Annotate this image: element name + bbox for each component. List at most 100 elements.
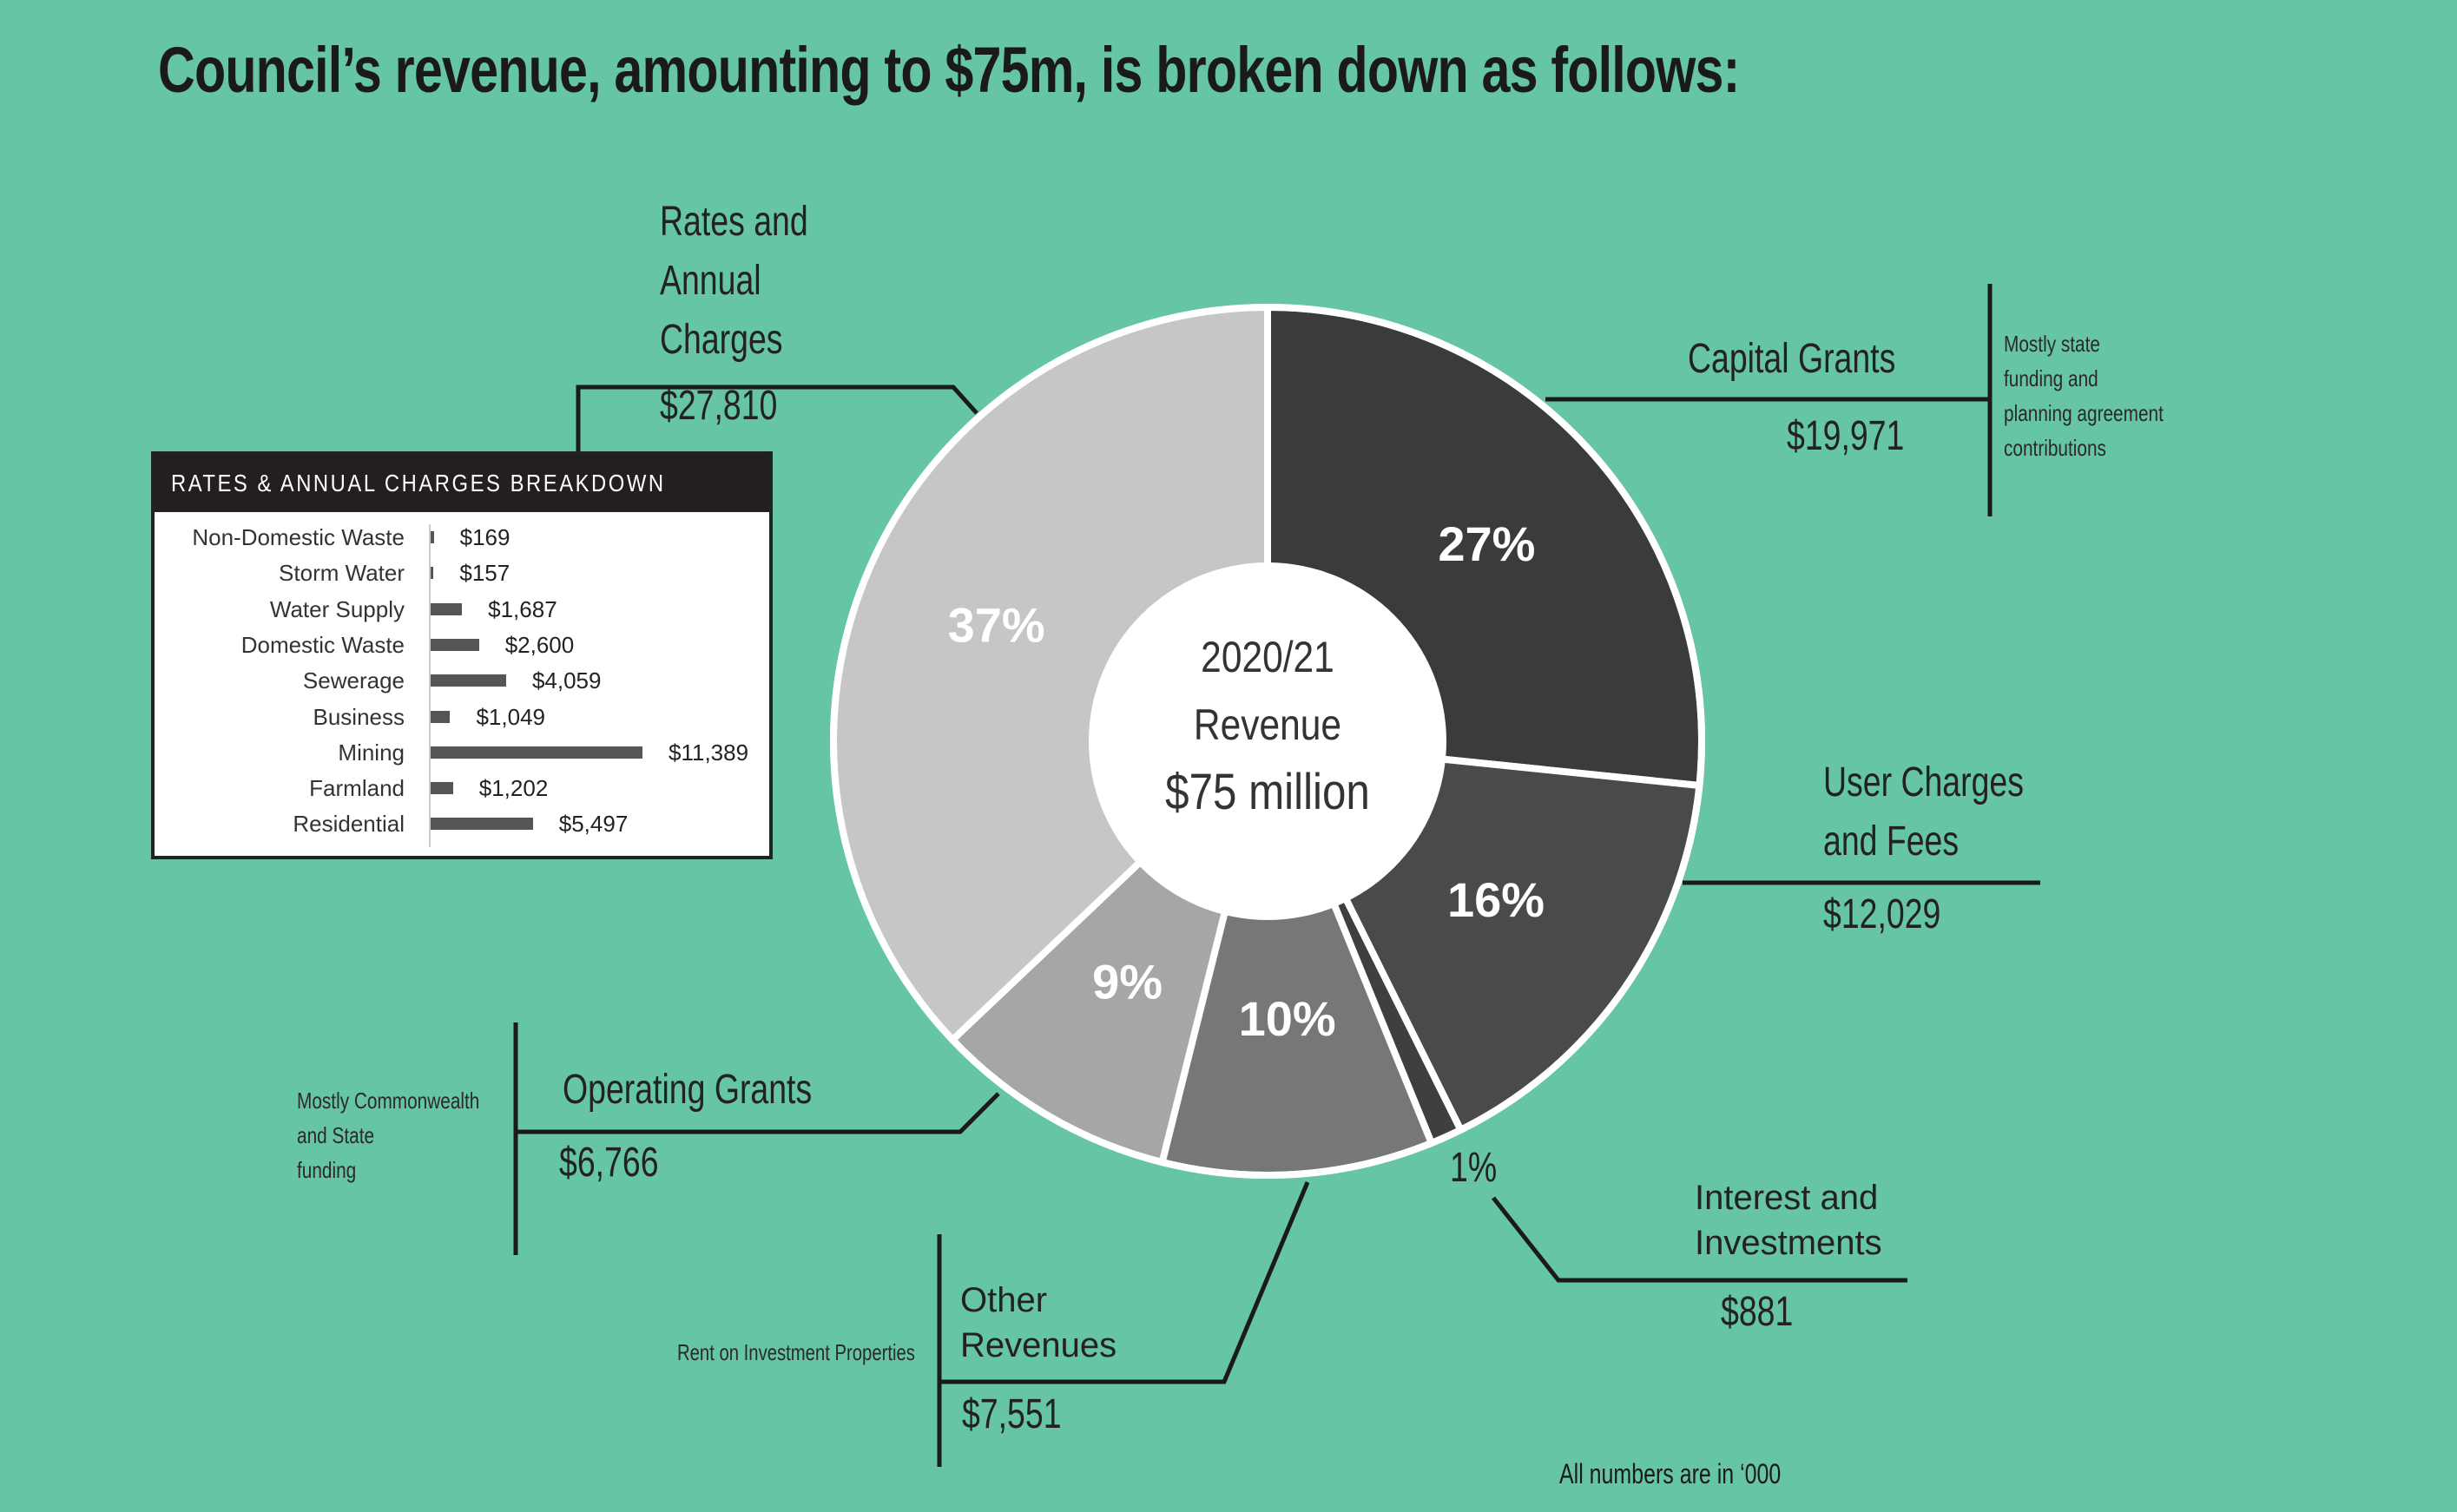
rates-value: $27,810 <box>660 383 778 429</box>
breakdown-row-value: $157 <box>459 560 511 587</box>
capital-name: Capital Grants <box>1688 336 1896 382</box>
capital-value: $19,971 <box>1787 413 1905 459</box>
breakdown-row-label: Residential <box>293 811 405 838</box>
breakdown-bar <box>431 674 506 687</box>
breakdown-row-label: Non-Domestic Waste <box>192 524 405 550</box>
label-user: User Charges and Fees <box>1823 753 2080 871</box>
percent-labels: 27% 16% 10% 9% 37% <box>948 516 1545 1046</box>
breakdown-bar <box>431 638 479 651</box>
breakdown-row: Water Supply $1,687 <box>155 596 769 632</box>
other-name-1: Other <box>960 1281 1048 1319</box>
interest-value-wrap: $881 <box>1721 1288 1814 1336</box>
breakdown-row: Sewerage $4,059 <box>155 667 769 703</box>
operating-note-2: and State <box>297 1122 375 1148</box>
breakdown-row-label: Water Supply <box>269 595 405 622</box>
label-operating: Operating Grants <box>563 1061 882 1120</box>
breakdown-row-label: Domestic Waste <box>240 631 405 658</box>
operating-value-wrap: $6,766 <box>559 1139 687 1187</box>
other-value-wrap: $7,551 <box>962 1390 1090 1438</box>
leader-other <box>939 1181 1310 1384</box>
user-value: $12,029 <box>1823 891 1941 937</box>
page-title: Council’s revenue, amounting to $75m, is… <box>158 33 2135 107</box>
capital-note: Mostly state funding and planning agreem… <box>2004 326 2203 465</box>
breakdown-row-label: Storm Water <box>279 560 405 587</box>
breakdown-header: RATES & ANNUAL CHARGES BREAKDOWN <box>155 455 769 512</box>
operating-name: Operating Grants <box>563 1067 813 1113</box>
breakdown-row-value: $11,389 <box>669 739 749 766</box>
user-value-wrap: $12,029 <box>1823 891 1974 938</box>
breakdown-row-value: $2,600 <box>504 631 575 658</box>
pct-label-capital-grants: 27% <box>1438 516 1535 571</box>
pct-label-operating-grants: 9% <box>1092 954 1163 1009</box>
leader-operating <box>516 1092 1000 1134</box>
interest-value: $881 <box>1721 1289 1794 1335</box>
breakdown-header-text: RATES & ANNUAL CHARGES BREAKDOWN <box>170 470 666 496</box>
user-name-1: User Charges <box>1823 759 2024 805</box>
capital-note-4: contributions <box>2004 435 2106 461</box>
breakdown-row-label: Business <box>313 703 405 730</box>
breakdown-axis <box>429 524 431 847</box>
breakdown-row-value: $5,497 <box>558 811 629 838</box>
interest-name-1: Interest and <box>1695 1179 1879 1217</box>
user-name-2: and Fees <box>1823 818 1960 864</box>
breakdown-row: Residential $5,497 <box>155 811 769 846</box>
pct-label-rates: 37% <box>948 598 1045 653</box>
pct-label-other-revenues: 10% <box>1239 991 1336 1046</box>
operating-note-3: funding <box>297 1157 357 1183</box>
breakdown-row: Mining $11,389 <box>155 740 769 775</box>
donut-outer-ring <box>830 304 1705 1179</box>
center-year: 2020/21 <box>1201 633 1334 681</box>
other-note: Rent on Investment Properties <box>677 1339 915 1365</box>
operating-note-1: Mostly Commonwealth <box>297 1088 480 1114</box>
operating-value: $6,766 <box>559 1140 659 1186</box>
breakdown-row-value: $1,687 <box>488 595 557 622</box>
breakdown-bar <box>431 782 453 795</box>
breakdown-row-value: $169 <box>459 524 511 550</box>
page-title-text: Council’s revenue, amounting to $75m, is… <box>158 34 1740 106</box>
rates-name-3: Charges <box>660 317 783 363</box>
center-label: 2020/21 Revenue $75 million <box>1094 623 1441 826</box>
leader-lines <box>513 284 2040 1467</box>
breakdown-bar <box>431 746 642 759</box>
other-note-wrap: Rent on Investment Properties <box>677 1335 982 1370</box>
label-other: Other Revenues <box>960 1278 1117 1368</box>
breakdown-row-label: Sewerage <box>302 667 405 694</box>
interest-pct: 1% <box>1450 1145 1498 1191</box>
capital-value-wrap: $19,971 <box>1787 412 1938 460</box>
interest-pct-wrap: 1% <box>1450 1144 1510 1192</box>
other-value: $7,551 <box>962 1391 1062 1437</box>
breakdown-bar <box>431 567 434 580</box>
breakdown-bar <box>431 710 451 723</box>
capital-note-3: planning agreement <box>2004 400 2164 426</box>
center-total: $75 million <box>1165 764 1370 820</box>
breakdown-bar <box>431 818 533 831</box>
other-name-2: Revenues <box>960 1326 1117 1364</box>
footnote-text: All numbers are in ‘000 <box>1559 1458 1782 1489</box>
breakdown-bar <box>431 531 434 543</box>
breakdown-row: Domestic Waste $2,600 <box>155 632 769 667</box>
breakdown-row-value: $1,202 <box>478 775 549 802</box>
label-rates: Rates and Annual Charges $27,810 <box>660 193 850 430</box>
interest-name-2: Investments <box>1695 1224 1882 1262</box>
breakdown-bar <box>431 602 463 615</box>
rates-breakdown-panel: RATES & ANNUAL CHARGES BREAKDOWN Non-Dom… <box>151 451 773 859</box>
label-capital: Capital Grants <box>1688 330 1954 389</box>
label-interest: Interest and Investments <box>1695 1175 1882 1265</box>
leader-interest <box>1492 1196 1907 1283</box>
breakdown-row: Non-Domestic Waste $169 <box>155 524 769 560</box>
breakdown-row: Farmland $1,202 <box>155 775 769 811</box>
rates-name-1: Rates and <box>660 199 808 245</box>
leader-rates <box>576 385 978 451</box>
operating-note: Mostly Commonwealth and State funding <box>297 1083 525 1187</box>
breakdown-row-label: Mining <box>338 739 405 766</box>
breakdown-row-value: $4,059 <box>531 667 602 694</box>
capital-note-2: funding and <box>2004 365 2098 391</box>
breakdown-row-value: $1,049 <box>476 703 545 730</box>
pct-label-user-charges: 16% <box>1447 872 1545 927</box>
footnote: All numbers are in ‘000 <box>1559 1458 1843 1490</box>
rates-name-2: Annual <box>660 258 761 304</box>
breakdown-row: Business $1,049 <box>155 704 769 740</box>
breakdown-row-label: Farmland <box>309 775 405 802</box>
capital-note-1: Mostly state <box>2004 331 2100 357</box>
